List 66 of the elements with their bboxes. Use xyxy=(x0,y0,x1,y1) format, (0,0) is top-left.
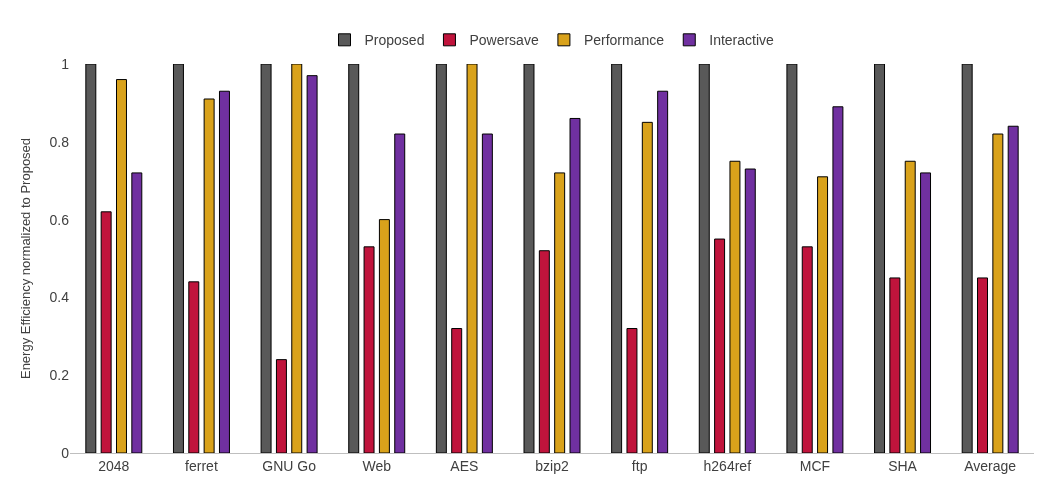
bar xyxy=(1007,125,1019,453)
bar xyxy=(306,75,318,453)
bar xyxy=(466,64,478,453)
bar xyxy=(817,176,829,453)
bar xyxy=(786,64,798,453)
bar xyxy=(435,64,447,453)
bar xyxy=(554,172,566,453)
bar xyxy=(291,64,303,453)
legend-label: Powersave xyxy=(469,32,539,49)
bar xyxy=(100,211,112,453)
bar xyxy=(116,79,127,453)
x-tick-label: MCF xyxy=(799,457,831,474)
bar xyxy=(904,160,916,453)
bar xyxy=(523,64,535,453)
legend-label: Performance xyxy=(583,32,665,49)
bar xyxy=(378,219,390,453)
bar xyxy=(714,238,726,453)
bar xyxy=(801,246,813,453)
y-tick-label: 0.4 xyxy=(49,289,70,306)
bar xyxy=(992,133,1004,453)
x-tick-label: ftp xyxy=(631,457,648,474)
bar xyxy=(451,328,463,453)
y-tick-label: 0.2 xyxy=(49,367,70,384)
bar xyxy=(874,64,886,453)
y-axis-title: Energy Efficiency normalized to Proposed xyxy=(18,137,34,380)
bar xyxy=(394,133,406,453)
legend-label: Proposed xyxy=(364,32,425,49)
x-tick-label: Average xyxy=(964,457,1017,474)
bar xyxy=(611,64,623,453)
bar xyxy=(977,277,988,453)
bar xyxy=(626,328,638,453)
bar xyxy=(172,64,184,453)
x-tick-label: AES xyxy=(450,457,479,474)
bar xyxy=(657,90,669,453)
bar xyxy=(698,64,710,453)
bar xyxy=(218,90,230,453)
y-tick-label: 0.6 xyxy=(49,211,70,228)
bar xyxy=(744,168,756,453)
bar xyxy=(961,64,973,453)
bar xyxy=(729,160,741,453)
x-tick-label: SHA xyxy=(888,457,918,474)
bar xyxy=(85,64,97,453)
bar xyxy=(363,246,375,453)
bar xyxy=(889,277,901,453)
bar xyxy=(260,64,272,453)
legend-label: Interactive xyxy=(709,32,775,49)
bar xyxy=(641,121,653,453)
x-tick-label: ferret xyxy=(185,457,218,474)
x-tick-label: Web xyxy=(362,457,392,474)
bar xyxy=(275,359,287,453)
x-tick-label: 2048 xyxy=(98,457,130,474)
bar xyxy=(188,281,200,453)
bar xyxy=(538,250,550,453)
y-tick-label: 0 xyxy=(61,444,70,461)
bar xyxy=(832,106,844,453)
x-tick-label: bzip2 xyxy=(535,457,569,474)
x-tick-label: GNU Go xyxy=(262,457,317,474)
x-tick-label: h264ref xyxy=(703,457,752,474)
bar xyxy=(203,98,215,453)
bar xyxy=(481,133,493,453)
y-tick-label: 0.8 xyxy=(49,133,70,150)
bar xyxy=(348,64,360,453)
y-tick-label: 1 xyxy=(61,55,70,72)
bar xyxy=(920,172,932,453)
bar xyxy=(569,117,581,453)
bar xyxy=(131,172,143,453)
